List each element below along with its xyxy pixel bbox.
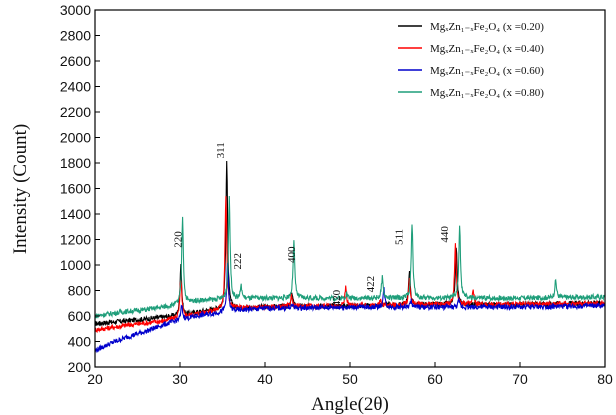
series-line-2 [94,196,606,334]
y-tick-label: 200 [68,359,92,375]
legend-label-3: MgₓZn₁₋ₓFe₂O₄ (x =0.60) [430,65,544,77]
y-tick-label: 800 [68,283,92,299]
y-axis-title: Intensity (Count) [10,124,31,254]
legend-label-4: MgₓZn₁₋ₓFe₂O₄ (x =0.80) [430,87,544,99]
peak-labels: 220 311 222 400 420 422 511 440 [173,142,451,306]
axis-layer: 200 400 600 800 1000 1200 1400 1600 1800 2000 2200… [60,2,613,387]
x-tick-label: 50 [342,371,358,387]
peak-label-440: 440 [439,226,451,243]
peak-label-422: 422 [365,276,377,293]
peak-label-222: 222 [232,253,244,270]
peak-label-511: 511 [394,229,406,245]
legend: MgₓZn₁₋ₓFe₂O₄ (x =0.20) MgₓZn₁₋ₓFe₂O₄ (x … [398,21,544,99]
y-tick-label: 1600 [60,181,91,197]
peak-label-311: 311 [215,142,227,158]
x-tick-label: 60 [427,371,443,387]
peak-label-420: 420 [331,289,343,306]
peak-label-220: 220 [173,231,185,248]
series-line-3 [94,262,606,354]
y-tick-label: 1000 [60,257,91,273]
y-tick-label: 2200 [60,104,91,120]
y-tick-label: 1400 [60,206,91,222]
y-tick-label: 3000 [60,2,91,18]
x-tick-label: 20 [87,371,103,387]
y-tick-label: 2600 [60,53,91,69]
y-tick-label: 600 [68,308,92,324]
y-tick-label: 1800 [60,155,91,171]
y-tick-label: 2000 [60,130,91,146]
y-tick-label: 1200 [60,232,91,248]
x-tick-label: 40 [257,371,273,387]
x-axis-title: Angle(2θ) [311,394,389,415]
x-tick-label: 30 [172,371,188,387]
y-tick-label: 2800 [60,28,91,44]
series-line-4 [94,195,606,319]
y-tick-label: 2400 [60,79,91,95]
legend-label-1: MgₓZn₁₋ₓFe₂O₄ (x =0.20) [430,21,544,33]
y-tick-label: 400 [68,334,92,350]
x-tick-label: 80 [597,371,613,387]
series-layer [94,160,606,354]
x-tick-label: 70 [512,371,528,387]
peak-label-400: 400 [286,246,298,263]
legend-label-2: MgₓZn₁₋ₓFe₂O₄ (x =0.40) [430,43,544,55]
